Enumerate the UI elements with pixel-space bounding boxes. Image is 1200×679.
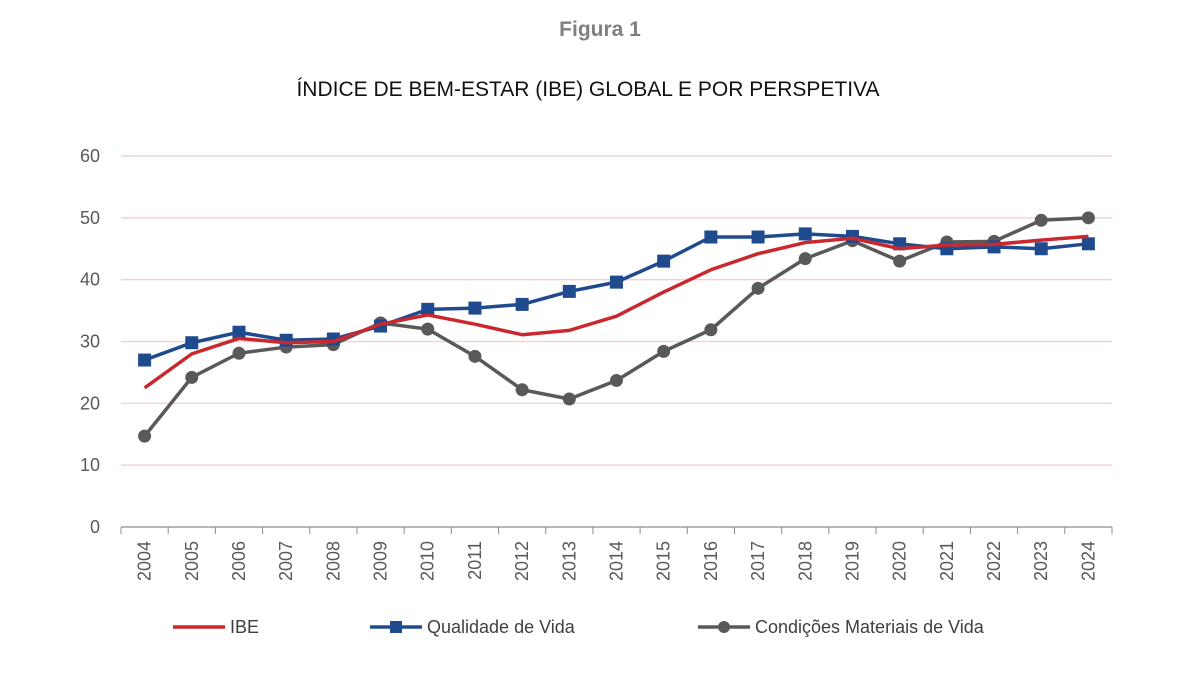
x-tick-label: 2013 [559,541,579,581]
data-point-circle [468,349,482,363]
x-tick-label: 2009 [371,541,391,581]
x-tick-label: 2005 [182,541,202,581]
x-tick-label: 2010 [418,541,438,581]
data-point-circle [704,323,718,337]
data-point-square [185,336,199,350]
x-tick-label: 2017 [748,541,768,581]
data-point-square [515,297,529,311]
data-point-square [232,325,246,339]
data-point-circle [232,346,246,360]
legend-label: Qualidade de Vida [427,617,576,637]
data-point-circle [1034,213,1048,227]
data-point-circle [798,252,812,266]
data-point-square [610,275,623,289]
data-point-square [1034,242,1048,256]
x-tick-label: 2004 [135,541,155,581]
data-point-circle [1081,211,1095,225]
y-tick-label: 40 [80,270,100,290]
data-point-square [1081,237,1095,251]
x-tick-label: 2007 [276,541,296,581]
x-tick-label: 2022 [984,541,1004,581]
data-point-square [798,227,812,241]
data-point-circle [515,383,529,397]
data-point-circle [751,281,765,295]
data-point-circle [138,429,152,443]
legend-label: Condições Materiais de Vida [755,617,985,637]
legend-label: IBE [230,617,259,637]
y-tick-label: 60 [80,146,100,166]
x-tick-label: 2021 [937,541,957,581]
y-tick-label: 50 [80,208,100,228]
chart-title: ÍNDICE DE BEM-ESTAR (IBE) GLOBAL E POR P… [296,78,880,101]
x-tick-label: 2024 [1078,541,1098,581]
data-point-circle [657,344,671,358]
data-point-square [704,230,718,244]
y-tick-label: 10 [80,455,100,475]
x-tick-label: 2018 [795,541,815,581]
x-tick-label: 2014 [607,541,627,581]
x-tick-label: 2019 [842,541,862,581]
figure-label: Figura 1 [559,18,641,41]
data-point-square [751,230,765,244]
legend-marker-circle [718,621,730,633]
data-point-square [421,302,435,316]
data-point-square [562,284,576,298]
series-line-0 [143,234,1089,390]
x-tick-label: 2011 [465,541,485,580]
legend-marker-square [390,621,402,633]
y-tick-label: 20 [80,393,100,413]
x-tick-label: 2008 [323,541,343,581]
y-tick-label: 30 [80,332,100,352]
data-point-circle [421,322,435,336]
x-tick-label: 2015 [654,541,674,581]
data-point-square [657,254,671,268]
x-tick-label: 2016 [701,541,721,581]
data-point-circle [893,254,907,268]
x-tick-label: 2023 [1031,541,1051,581]
data-point-circle [610,373,623,387]
data-point-square [279,333,293,347]
y-tick-label: 0 [90,517,100,537]
data-point-square [468,301,482,315]
data-point-circle [562,392,576,406]
data-point-circle [185,370,199,384]
x-tick-label: 2020 [890,541,910,581]
data-point-square [138,353,152,367]
x-tick-label: 2012 [512,541,532,581]
x-tick-label: 2006 [229,541,249,581]
